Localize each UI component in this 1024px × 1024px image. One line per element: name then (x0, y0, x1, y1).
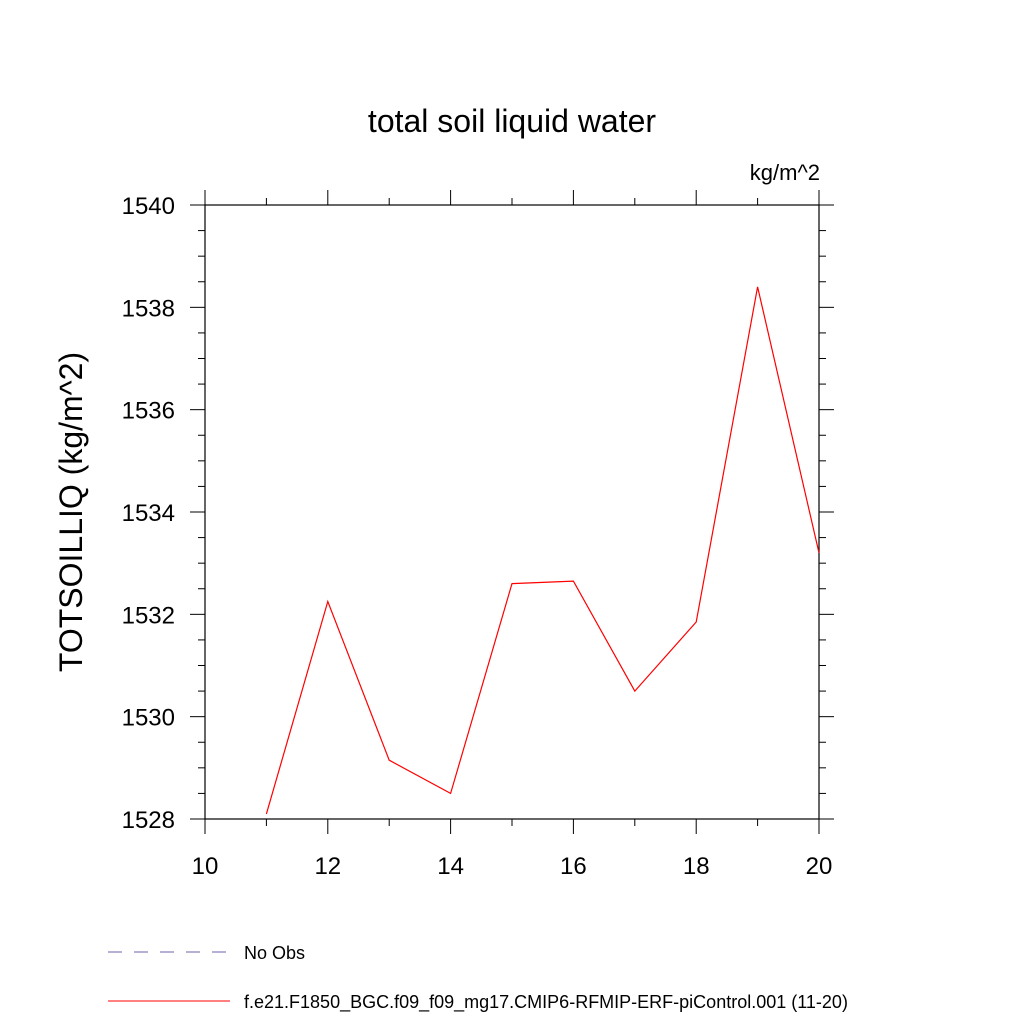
legend-label: f.e21.F1850_BGC.f09_f09_mg17.CMIP6-RFMIP… (244, 992, 848, 1013)
axis-ticks: 10 12 14 16 18 20 1528 1530 1532 1534 1536 1538 1540 (122, 190, 834, 880)
series-line (265, 286, 820, 815)
x-tick-label: 20 (806, 853, 833, 880)
units-label: kg/m^2 (750, 160, 820, 185)
legend: No Obs f.e21.F1850_BGC.f09_f09_mg17.CMIP6… (108, 943, 848, 1013)
y-tick-label: 1530 (122, 705, 175, 732)
plot-frame (204, 204, 820, 820)
y-axis-label: TOTSOILLIQ (kg/m^2) (53, 352, 89, 672)
y-tick-label: 1536 (122, 398, 175, 425)
x-tick-label: 18 (683, 853, 710, 880)
x-tick-label: 10 (192, 853, 219, 880)
chart-title: total soil liquid water (368, 103, 656, 139)
y-tick-label: 1528 (122, 807, 175, 834)
legend-label: No Obs (244, 943, 305, 963)
x-tick-label: 14 (437, 853, 464, 880)
y-tick-label: 1538 (122, 295, 175, 322)
y-tick-label: 1534 (122, 500, 175, 527)
y-tick-label: 1540 (122, 193, 175, 220)
x-tick-label: 16 (560, 853, 587, 880)
x-tick-label: 12 (314, 853, 341, 880)
y-tick-label: 1532 (122, 602, 175, 629)
series-layer (265, 286, 820, 815)
